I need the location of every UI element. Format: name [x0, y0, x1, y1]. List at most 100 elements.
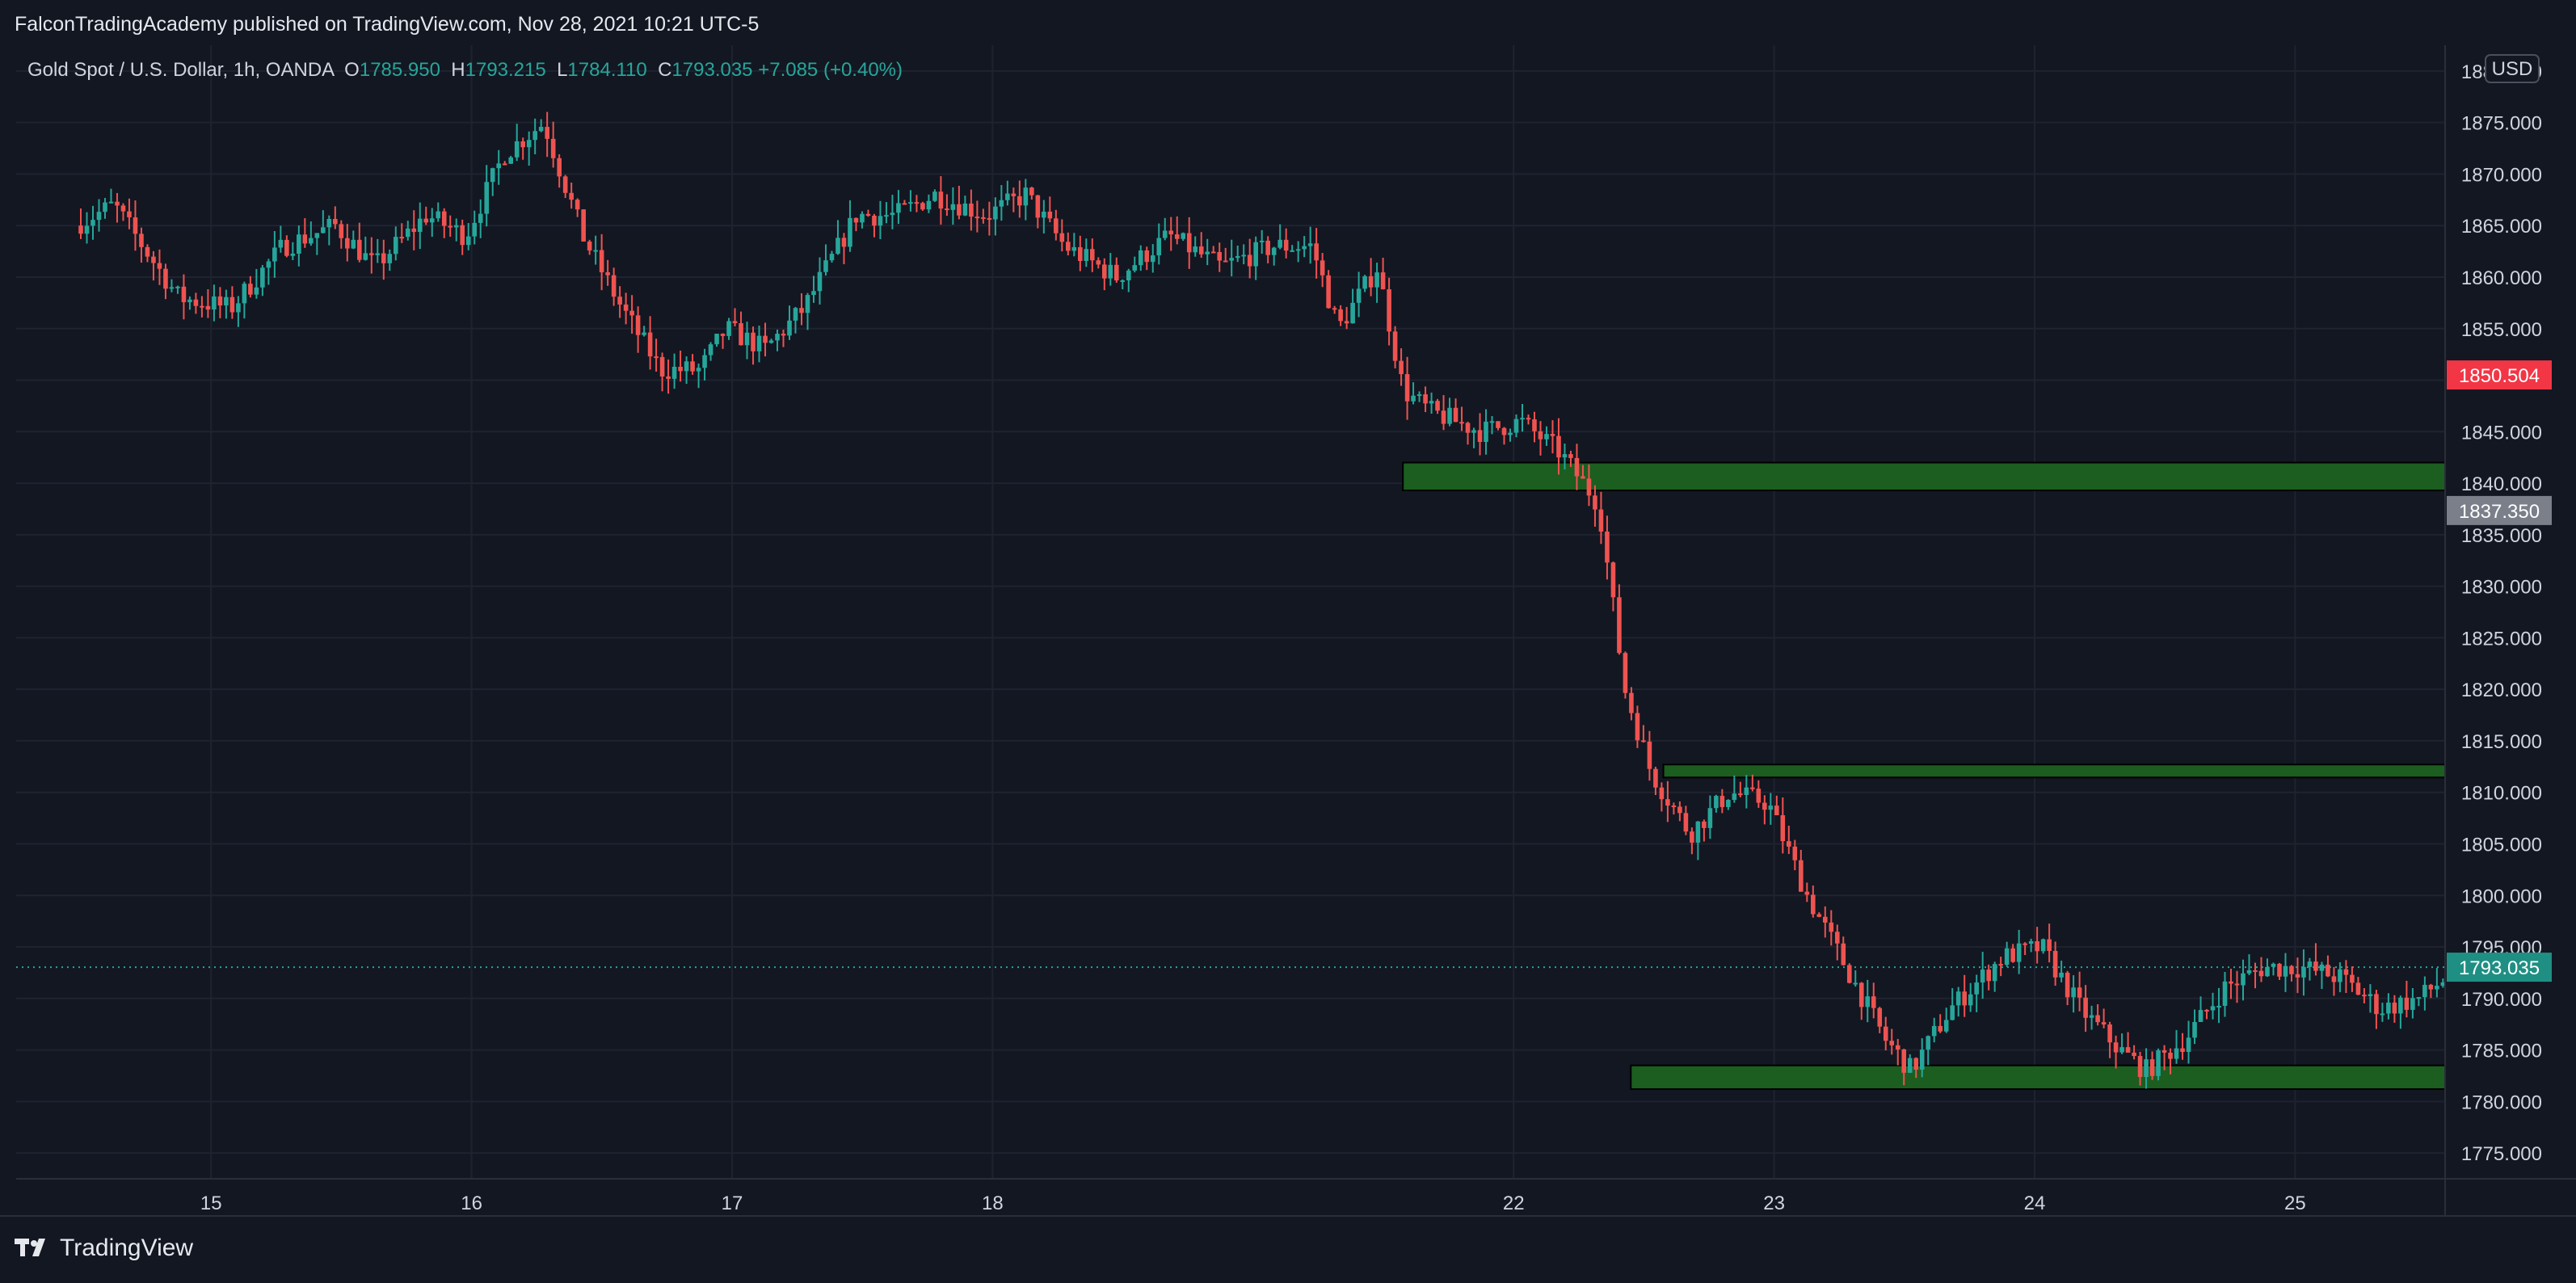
candle-body: [2137, 1056, 2143, 1077]
price-badge: [2447, 495, 2552, 525]
candle-body: [1562, 454, 1568, 458]
candle-body: [1738, 793, 1743, 796]
candle-body: [739, 323, 743, 346]
candle-body: [520, 141, 525, 148]
candle-body: [1247, 254, 1252, 267]
candle-body: [1477, 430, 1483, 442]
candle-body: [393, 237, 398, 254]
candle-body: [1283, 239, 1289, 251]
candle-body: [224, 297, 229, 306]
candle-body: [690, 361, 695, 372]
candle-body: [2095, 1015, 2100, 1023]
candle-body: [896, 203, 901, 213]
candle-body: [217, 296, 223, 306]
candle-body: [145, 246, 150, 257]
candle-body: [775, 334, 780, 341]
candle-body: [1889, 1041, 1895, 1045]
legend-part: Gold Spot / U.S. Dollar, 1h, OANDA: [27, 59, 344, 81]
candle-body: [200, 305, 204, 308]
candle-body: [2440, 982, 2446, 986]
candle-body: [2301, 966, 2306, 978]
candle-body: [1605, 531, 1610, 563]
candle-body: [2253, 970, 2258, 972]
candle-body: [1707, 808, 1713, 828]
demand-supply-zone: [1662, 763, 2576, 779]
candle-body: [1526, 418, 1531, 420]
candle-body: [2338, 969, 2342, 982]
candle-body: [1290, 250, 1294, 252]
candle-body: [2295, 974, 2300, 978]
candle-body: [1205, 251, 1210, 254]
price-tick-label: 1800.000: [2461, 885, 2542, 907]
candle-body: [1532, 419, 1537, 431]
candle-body: [1750, 787, 1755, 789]
candle-body: [2416, 997, 2422, 999]
candle-body: [1841, 943, 1846, 965]
candle-body: [781, 334, 786, 336]
candle-body: [1156, 238, 1162, 256]
candle-body: [1938, 1025, 1943, 1032]
candle-body: [2319, 964, 2325, 971]
candle-body: [1193, 246, 1198, 253]
candle-body: [1011, 193, 1017, 196]
candle-body: [2422, 984, 2427, 998]
price-badge: [2447, 360, 2552, 390]
candle-body: [756, 335, 762, 351]
candle-body: [368, 253, 374, 255]
candle-body: [1101, 264, 1107, 279]
price-axis[interactable]: 1775.0001780.0001785.0001790.0001795.000…: [2444, 45, 2576, 1215]
candle-body: [926, 200, 932, 210]
candle-body: [1822, 916, 1828, 923]
candle-body: [169, 287, 175, 289]
price-tick-label: 1855.000: [2461, 319, 2542, 341]
candle-body: [1581, 476, 1585, 479]
candle-body: [726, 321, 731, 336]
candle-body: [2004, 948, 2010, 965]
candle-body: [1320, 260, 1325, 276]
tradingview-brand[interactable]: TradingView: [15, 1235, 193, 1262]
time-axis[interactable]: 15161718222324252930Dec23678: [16, 1178, 2576, 1214]
price-tick-label: 1810.000: [2461, 783, 2542, 805]
candle-body: [1980, 970, 1985, 983]
candle-body: [314, 233, 320, 238]
time-tick-label: 17: [722, 1193, 743, 1214]
candle-body: [157, 263, 162, 269]
candle-body: [1968, 994, 1973, 1006]
candle-body: [429, 218, 435, 223]
candle-body: [175, 286, 180, 288]
candle-body: [1774, 806, 1779, 816]
candle-body: [2222, 981, 2228, 1006]
candle-body: [339, 224, 344, 238]
candle-body: [2392, 1002, 2397, 1014]
candle-body: [1423, 394, 1428, 404]
candle-body: [2132, 1052, 2136, 1057]
candle-body: [1453, 407, 1458, 423]
candle-body: [2404, 997, 2410, 1010]
candle-body: [321, 227, 326, 233]
candle-body: [1241, 254, 1246, 257]
candle-body: [2161, 1050, 2167, 1053]
candle-body: [2350, 974, 2355, 983]
candle-body: [1035, 195, 1041, 218]
candle-body: [1071, 246, 1077, 251]
price-tick-label: 1820.000: [2461, 679, 2542, 701]
demand-supply-zone: [1402, 461, 2576, 491]
candle-body: [381, 253, 386, 263]
candle-body: [1919, 1050, 1925, 1070]
candle-body: [890, 212, 895, 216]
candle-body: [1210, 251, 1216, 254]
candle-body: [2204, 1010, 2209, 1012]
candle-body: [1617, 597, 1622, 654]
price-badge-label: 1793.035: [2459, 957, 2540, 979]
candle-body: [1683, 813, 1689, 832]
candle-body: [720, 334, 726, 336]
candle-body: [974, 217, 980, 219]
candle-body: [1471, 430, 1476, 433]
candle-body: [2107, 1024, 2112, 1043]
candle-body: [999, 200, 1004, 207]
candle-body: [1332, 308, 1337, 310]
candle-body: [375, 253, 381, 255]
candle-body: [1816, 914, 1822, 917]
chart-area[interactable]: 1780 price level 1775.0001780.0001785.00…: [0, 0, 2576, 1215]
price-tick-label: 1815.000: [2461, 731, 2542, 753]
